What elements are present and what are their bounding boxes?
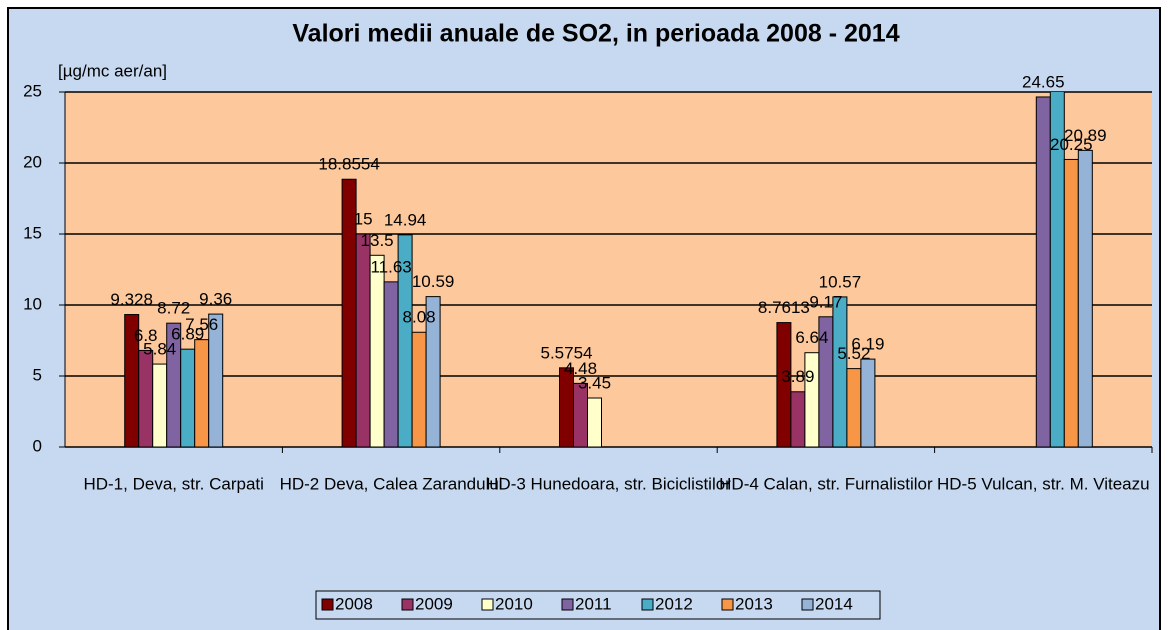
data-label: 4.48 [564, 359, 597, 378]
bar [1077, 149, 1093, 448]
data-label: 9.17 [809, 292, 842, 311]
legend-label: 2010 [495, 594, 533, 613]
data-label: 8.72 [157, 299, 190, 318]
chart-title: Valori medii anuale de SO2, in perioada … [292, 20, 899, 48]
legend-box [315, 590, 881, 620]
data-label: 11.63 [370, 257, 411, 276]
y-tick-label: 20 [23, 152, 42, 171]
bar [411, 331, 427, 448]
bar [194, 339, 210, 448]
x-tick-label: HD-1, Deva, str. Carpati [83, 474, 263, 493]
bar [138, 349, 154, 448]
data-label: 5.52 [837, 344, 870, 363]
data-label: 10.57 [819, 272, 862, 291]
legend-swatch [401, 598, 414, 611]
bar [587, 397, 602, 448]
data-label: 6.8 [134, 326, 158, 345]
legend-label: 2012 [655, 594, 693, 613]
data-label: 15 [354, 209, 373, 228]
bar [559, 367, 574, 448]
data-label: 5.84 [143, 340, 176, 359]
legend-swatch [321, 598, 334, 611]
bar [846, 368, 862, 448]
data-label: 6.64 [795, 328, 828, 347]
bar [369, 254, 385, 448]
data-label: 9.328 [110, 290, 153, 309]
data-label: 9.36 [199, 290, 232, 309]
data-label: 6.19 [851, 335, 884, 354]
legend-label: 2013 [735, 594, 773, 613]
x-tick-label: HD-4 Calan, str. Furnalistilor [719, 474, 933, 493]
data-label: 3.45 [578, 373, 611, 392]
bar [860, 358, 876, 448]
bar [832, 296, 848, 448]
plot-area [65, 92, 1152, 447]
x-tick-label: HD-5 Vulcan, str. M. Viteazu [937, 474, 1150, 493]
bar [152, 363, 168, 448]
y-tick-label: 25 [23, 81, 42, 100]
data-label: 7.56 [185, 315, 218, 334]
bar [180, 348, 196, 448]
data-label: 5.5754 [541, 343, 593, 362]
y-axis-label: [µg/mc aer/an] [58, 61, 167, 80]
x-tick-label: HD-2 Deva, Calea Zarandului [280, 474, 503, 493]
data-label: 13.5 [361, 231, 394, 250]
legend-label: 2008 [335, 594, 373, 613]
data-label: 20.25 [1050, 135, 1093, 154]
data-label: 10.59 [412, 272, 455, 291]
data-label: 20.89 [1064, 126, 1107, 145]
legend-swatch [561, 598, 574, 611]
legend-swatch [481, 598, 494, 611]
bar [383, 281, 399, 448]
y-tick-label: 15 [23, 223, 42, 242]
bar [790, 391, 806, 448]
y-tick-label: 5 [33, 365, 42, 384]
data-label: 6.89 [171, 325, 204, 344]
legend-label: 2009 [415, 594, 453, 613]
legend-swatch [641, 598, 654, 611]
x-tick-label: HD-3 Hunedoara, str. Biciclistilor [486, 474, 731, 493]
legend-label: 2014 [815, 594, 853, 613]
bar [355, 233, 371, 448]
data-label: 24.65 [1022, 72, 1065, 91]
data-label: 14.94 [384, 210, 427, 229]
y-tick-label: 0 [33, 436, 42, 455]
bar [1035, 96, 1051, 448]
data-label: 3.89 [781, 367, 814, 386]
legend-swatch [721, 598, 734, 611]
y-tick-label: 10 [23, 294, 42, 313]
data-label: 8.7613 [758, 298, 810, 317]
bar [573, 382, 588, 448]
legend-label: 2011 [575, 594, 612, 613]
data-label: 18.8554 [318, 155, 379, 174]
bar [1063, 158, 1079, 448]
legend-swatch [801, 598, 814, 611]
data-label: 8.08 [403, 308, 436, 327]
